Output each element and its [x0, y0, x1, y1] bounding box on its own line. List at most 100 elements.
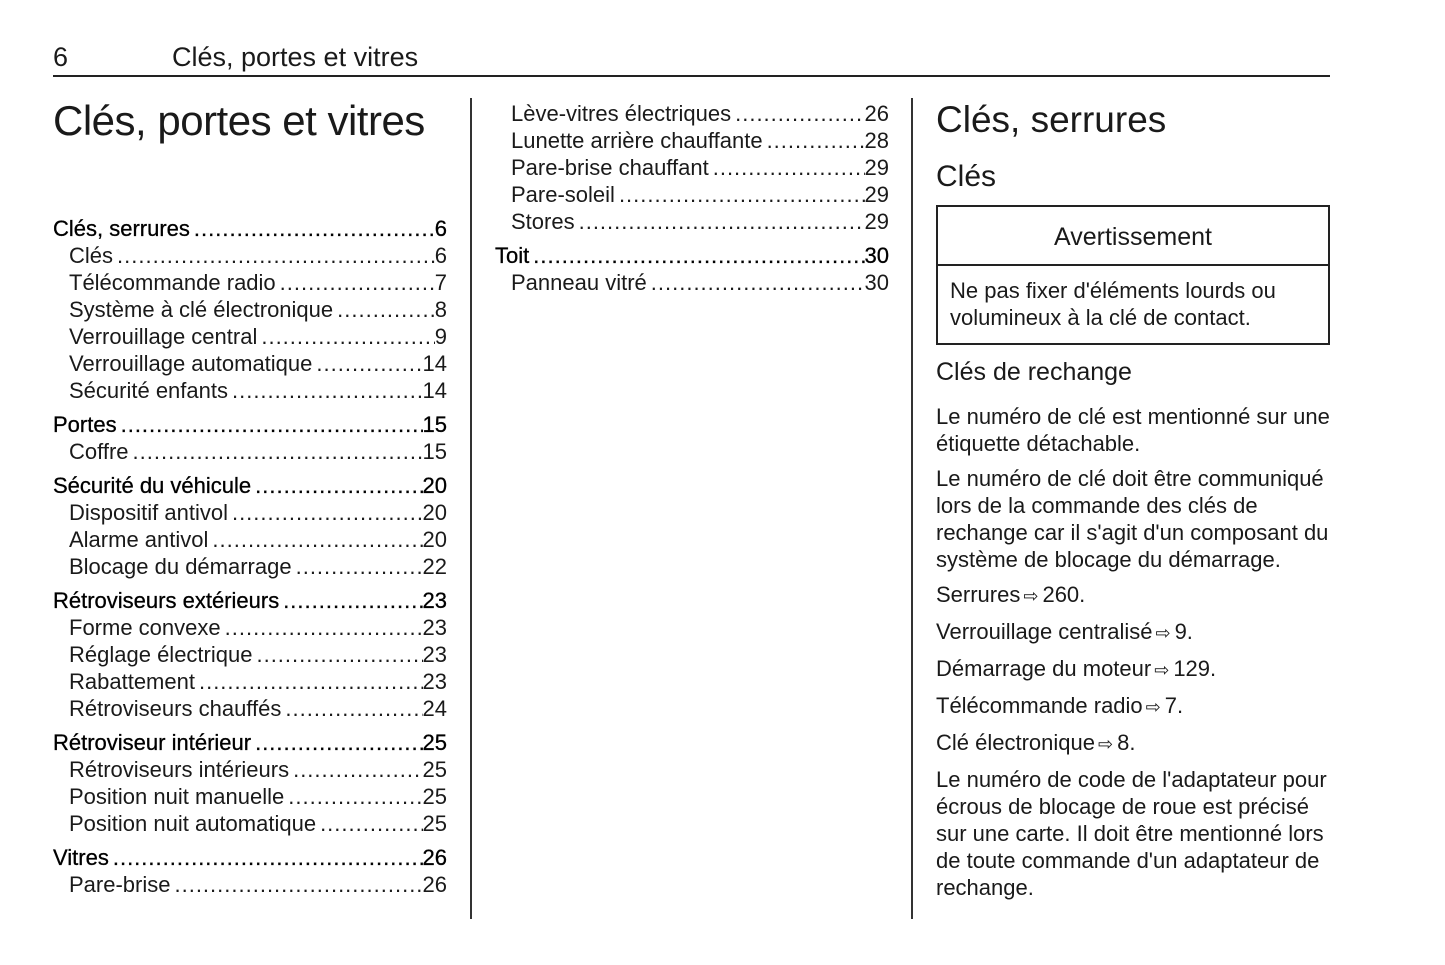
toc-entry-page: 6 [434, 216, 448, 241]
cross-reference[interactable]: Serrures ⇨ 260. [936, 581, 1336, 610]
toc-entry-label: Portes [53, 412, 117, 437]
toc-entry-page: 25 [422, 784, 447, 809]
toc-entry[interactable]: Stores 29 [495, 208, 889, 235]
toc-entry-label: Lunette arrière chauffante [511, 128, 763, 153]
toc-entry[interactable]: Lève-vitres électriques 26 [495, 100, 889, 127]
toc-entry[interactable]: Clés, serrures 6 [53, 215, 447, 242]
toc-entry[interactable]: Pare-brise chauffant 29 [495, 154, 889, 181]
toc-entry[interactable]: Position nuit manuelle 25 [53, 783, 447, 810]
toc-entry[interactable]: Clés 6 [53, 242, 447, 269]
toc-entry[interactable]: Télécommande radio 7 [53, 269, 447, 296]
reference-page: 7. [1164, 693, 1184, 718]
toc-entry[interactable]: Rétroviseur intérieur 25 [53, 729, 447, 756]
dot-leader [190, 215, 435, 242]
toc-entry[interactable]: Pare-brise 26 [53, 871, 447, 898]
toc-entry-page: 28 [864, 128, 889, 153]
toc-entry[interactable]: Pare-soleil 29 [495, 181, 889, 208]
toc-entry[interactable]: Coffre 15 [53, 438, 447, 465]
toc-entry-page: 29 [864, 182, 889, 207]
dot-leader [731, 100, 864, 127]
dot-leader [251, 729, 422, 756]
toc-entry[interactable]: Forme convexe 23 [53, 614, 447, 641]
toc-entry-label: Sécurité du véhicule [53, 473, 252, 498]
toc-entry-page: 29 [864, 209, 889, 234]
dot-leader [289, 756, 422, 783]
toc-entry-page: 29 [864, 155, 889, 180]
toc-entry-label: Position nuit manuelle [69, 784, 285, 809]
toc-entry[interactable]: Blocage du démarrage 22 [53, 553, 447, 580]
reference-label: Télécommande radio [936, 693, 1143, 718]
dot-leader [276, 269, 435, 296]
paragraph: Le numéro de clé doit être communiqué lo… [936, 466, 1329, 572]
toc-entry[interactable]: Rétroviseurs extérieurs 23 [53, 587, 447, 614]
reference-page: 8. [1117, 730, 1136, 755]
toc-entry[interactable]: Verrouillage central 9 [53, 323, 447, 350]
toc-entry[interactable]: Verrouillage automatique 14 [53, 350, 447, 377]
toc-entry[interactable]: Portes 15 [53, 411, 447, 438]
dot-leader [228, 499, 423, 526]
toc-entry-label: Sécurité enfants [69, 378, 228, 403]
toc-entry-page: 20 [422, 527, 447, 552]
dot-leader [647, 269, 865, 296]
toc-entry-label: Dispositif antivol [69, 500, 228, 525]
toc-entry-label: Télécommande radio [69, 270, 276, 295]
dot-leader [281, 695, 422, 722]
toc-entry[interactable]: Alarme antivol 20 [53, 526, 447, 553]
toc-entry-page: 15 [422, 412, 447, 437]
toc-entry[interactable]: Toit 30 [495, 242, 889, 269]
dot-leader [208, 526, 422, 553]
toc-entry[interactable]: Dispositif antivol 20 [53, 499, 447, 526]
cross-reference[interactable]: Télécommande radio ⇨ 7. [936, 692, 1336, 721]
toc-entry[interactable]: Rabattement 23 [53, 668, 447, 695]
section-title: Clés, serrures [936, 99, 1167, 140]
dot-leader [252, 641, 422, 668]
toc-entry[interactable]: Vitres 26 [53, 844, 447, 871]
toc-entry-label: Clés [69, 243, 114, 268]
see-page-arrow-icon: ⇨ [1154, 660, 1170, 680]
toc-entry-page: 30 [864, 243, 889, 268]
toc-entry[interactable]: Panneau vitré 30 [495, 269, 889, 296]
dot-leader [251, 472, 422, 499]
toc-entry[interactable]: Système à clé électronique 8 [53, 296, 447, 323]
cross-reference[interactable]: Démarrage du moteur ⇨ 129. [936, 655, 1336, 684]
toc-entry-label: Position nuit automatique [69, 811, 317, 836]
dot-leader [575, 208, 865, 235]
section-subtitle: Clés [936, 160, 997, 193]
toc-entry-page: 23 [422, 669, 447, 694]
toc-entry-page: 25 [422, 730, 447, 755]
dot-leader [529, 242, 864, 269]
dot-leader [292, 553, 423, 580]
toc-entry[interactable]: Sécurité enfants 14 [53, 377, 447, 404]
toc-entry-page: 20 [422, 500, 447, 525]
toc-entry[interactable]: Position nuit automatique 25 [53, 810, 447, 837]
toc-entry-label: Verrouillage central [69, 324, 258, 349]
column-divider [470, 98, 472, 919]
toc-entry-page: 25 [422, 811, 447, 836]
dot-leader [257, 323, 434, 350]
dot-leader [316, 810, 422, 837]
see-page-arrow-icon: ⇨ [1097, 734, 1114, 754]
see-page-arrow-icon: ⇨ [1023, 586, 1039, 606]
dot-leader [129, 438, 423, 465]
dot-leader [312, 350, 422, 377]
toc-entry[interactable]: Sécurité du véhicule 20 [53, 472, 447, 499]
toc-entry-label: Coffre [69, 439, 129, 464]
toc-entry[interactable]: Réglage électrique 23 [53, 641, 447, 668]
toc-entry-page: 23 [422, 642, 447, 667]
reference-page: 9. [1174, 619, 1193, 644]
toc-entry-label: Rétroviseur intérieur [53, 730, 252, 755]
toc-entry-label: Pare-brise [69, 872, 171, 897]
toc-entry-page: 14 [422, 351, 447, 376]
toc-entry[interactable]: Rétroviseurs intérieurs 25 [53, 756, 447, 783]
reference-label: Clé électronique [936, 730, 1095, 755]
toc-entry-page: 23 [422, 615, 447, 640]
cross-reference[interactable]: Clé électronique ⇨ 8. [936, 729, 1336, 758]
toc-entry[interactable]: Lunette arrière chauffante 28 [495, 127, 889, 154]
toc-entry-page: 22 [422, 554, 447, 579]
toc-entry-page: 7 [434, 270, 447, 295]
cross-reference[interactable]: Verrouillage centralisé ⇨ 9. [936, 618, 1336, 647]
toc-entry[interactable]: Rétroviseurs chauffés 24 [53, 695, 447, 722]
dot-leader [615, 181, 865, 208]
column-divider [911, 98, 913, 919]
toc-entry-label: Pare-brise chauffant [511, 155, 709, 180]
